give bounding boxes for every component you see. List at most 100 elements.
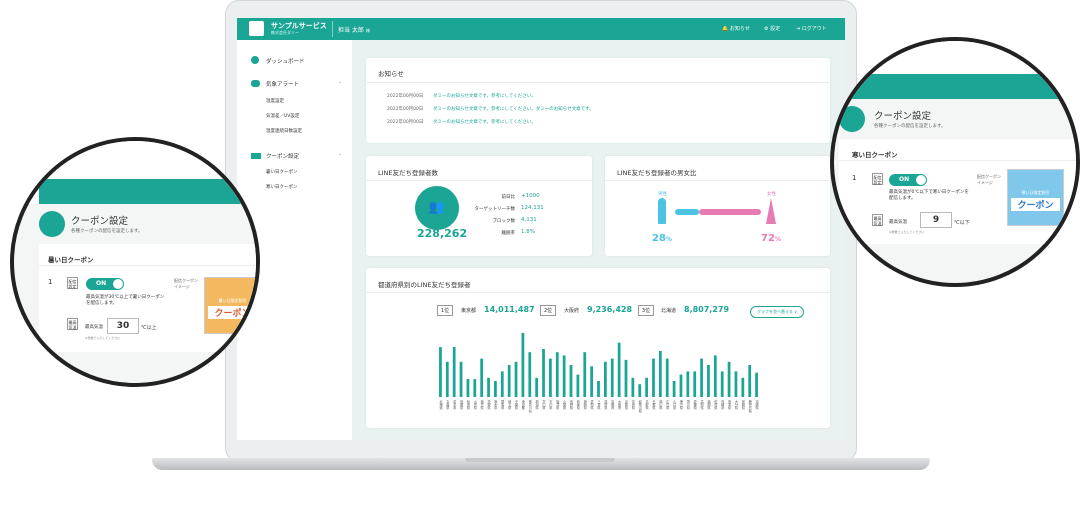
- bar: [549, 358, 552, 397]
- bar: [597, 381, 600, 397]
- bar: [734, 371, 738, 397]
- rank-name: 大阪府: [564, 308, 580, 314]
- x-tick-label: 熊本県: [727, 399, 731, 410]
- laptop-notch: [465, 458, 615, 462]
- image-label: 配信クーポンイメージ: [174, 278, 198, 289]
- coupon-icon: [839, 106, 865, 132]
- x-tick-label: 富山県: [541, 399, 545, 410]
- x-tick-label: 島根県: [651, 399, 655, 410]
- x-tick-label: 鳥取県: [644, 399, 648, 410]
- coupon-title: クーポン: [208, 306, 256, 319]
- unit: %: [774, 236, 781, 243]
- x-tick-label: 愛知県: [589, 399, 593, 410]
- x-tick-label: 京都府: [610, 399, 614, 410]
- header: サンプルサービス 株式会社ダミー 担当 太郎 様 🔔 お知らせ ⚙ 設定 ⇥ ロ…: [237, 18, 845, 40]
- x-tick-label: 広島県: [665, 399, 669, 410]
- bar: [459, 361, 463, 397]
- unit: %: [665, 236, 672, 243]
- bar: [713, 355, 717, 397]
- user: 担当 太郎 様: [338, 25, 370, 34]
- bar: [665, 358, 669, 397]
- unit: ℃以上: [141, 325, 157, 331]
- x-tick-label: 栃木県: [493, 399, 497, 410]
- gender-panel: LINE友だち登録者の男女比 男性 女性 28% 72%: [605, 156, 830, 256]
- card-title: 寒い日クーポン: [852, 151, 898, 159]
- x-tick-label: 新潟県: [534, 399, 538, 410]
- news-text[interactable]: ダミーのお知らせ文章です。参考にしてください。: [433, 94, 536, 99]
- submenu-item[interactable]: 気温差／UV設定: [266, 114, 300, 119]
- prefecture-chart: 北海道 青森県 岩手県 宮城県 秋田県 山形県 福島県 茨城県 栃木県 群馬県 埼玉県 千葉県 東京都神…: [438, 333, 759, 414]
- stat-label: ブロック数: [492, 219, 516, 224]
- bar: [755, 372, 758, 397]
- panel-title: お知らせ: [378, 70, 404, 78]
- card-title: 暑い日クーポン: [48, 256, 94, 264]
- male-icon: [658, 198, 666, 224]
- toggle[interactable]: ON: [889, 174, 927, 186]
- stat-label: 離脱率: [501, 231, 516, 236]
- bar: [576, 374, 580, 397]
- news-text[interactable]: ダミーのお知らせ文章です。参考にしてください。: [433, 120, 536, 125]
- temperature-input[interactable]: 9: [920, 212, 952, 228]
- nav-item[interactable]: 🔔 お知らせ: [722, 26, 750, 32]
- stat-value: 124,131: [521, 205, 544, 211]
- coupon-icon: [39, 211, 65, 237]
- submenu-item[interactable]: 温度設定: [266, 99, 284, 104]
- nav-item[interactable]: ⚙ 設定: [764, 26, 781, 32]
- bar: [535, 377, 539, 397]
- prefecture-panel: 都道府県別のLINE友だち登録者 1位 東京都 14,011,487 2位 大阪…: [366, 268, 830, 428]
- x-tick-label: 福岡県: [706, 399, 710, 410]
- rank-count: 14,011,487: [484, 305, 535, 314]
- x-tick-label: 千葉県: [514, 399, 518, 410]
- bar: [610, 358, 614, 397]
- menu-item[interactable]: 気象アラート: [266, 82, 300, 88]
- rank: 1位: [437, 305, 454, 316]
- submenu-item[interactable]: 温度連続日数設定: [266, 129, 302, 134]
- row-index: 1: [852, 174, 857, 182]
- x-tick-label: 神奈川県: [527, 399, 531, 414]
- row-index: 1: [48, 278, 53, 286]
- x-tick-label: 埼玉県: [507, 399, 511, 410]
- bar: [494, 381, 497, 397]
- field-label: 最高気温: [85, 325, 103, 330]
- toggle[interactable]: ON: [86, 278, 124, 290]
- x-tick-label: 山口県: [672, 399, 676, 410]
- company-name: 株式会社ダミー: [271, 30, 299, 35]
- separator: [366, 292, 830, 293]
- registrants-panel: LINE友だち登録者数 👥 228,262 前日比 +1000 ターゲットリーチ…: [366, 156, 592, 256]
- page-title: クーポン設定: [71, 216, 129, 227]
- chevron: ⌄: [338, 151, 343, 157]
- bar: [603, 361, 607, 397]
- submenu-item[interactable]: 寒い日クーポン: [266, 185, 298, 190]
- bar: [569, 365, 573, 397]
- x-tick-label: 徳島県: [679, 399, 683, 410]
- nav-item[interactable]: ⇥ ログアウト: [796, 26, 827, 32]
- x-tick-label: 東京都: [521, 399, 525, 410]
- x-tick-label: 大分県: [734, 399, 738, 410]
- bar: [686, 371, 690, 397]
- icon: [251, 153, 261, 159]
- sort-button[interactable]: グラフを並べ替える ∨: [750, 306, 805, 318]
- coupon-caption: 寒い日限定割引: [1021, 190, 1050, 195]
- separator: [366, 82, 830, 83]
- gender-bar: [675, 209, 761, 215]
- menu-item[interactable]: ダッシュボード: [266, 59, 305, 65]
- description: 最高気温が30℃以上で暑い日クーポンを配信します。: [86, 295, 165, 306]
- male-label: 男性: [658, 192, 667, 197]
- x-tick-label: 福井県: [555, 399, 559, 410]
- bar: [741, 377, 745, 397]
- description: 最高気温が0℃以下で寒い日クーポンを配信します。: [889, 190, 969, 201]
- stat-label: ターゲットリーチ数: [474, 207, 516, 212]
- x-tick-label: 北海道: [438, 399, 442, 410]
- bar: [507, 365, 511, 397]
- bar: [672, 381, 676, 397]
- divider: [332, 21, 333, 37]
- menu-item[interactable]: クーポン設定: [266, 154, 300, 160]
- bar: [645, 377, 648, 397]
- submenu-item[interactable]: 暑い日クーポン: [266, 170, 298, 175]
- temperature-input[interactable]: 30: [107, 318, 139, 334]
- x-tick-label: 福島県: [479, 399, 483, 410]
- news-text[interactable]: ダミーのお知らせ文章です。参考にしてください。ダミーのお知らせ文章です。: [433, 107, 594, 112]
- stat-value: 1.8%: [521, 229, 535, 235]
- x-tick-label: 奈良県: [630, 399, 634, 410]
- unit: ℃以下: [954, 220, 970, 226]
